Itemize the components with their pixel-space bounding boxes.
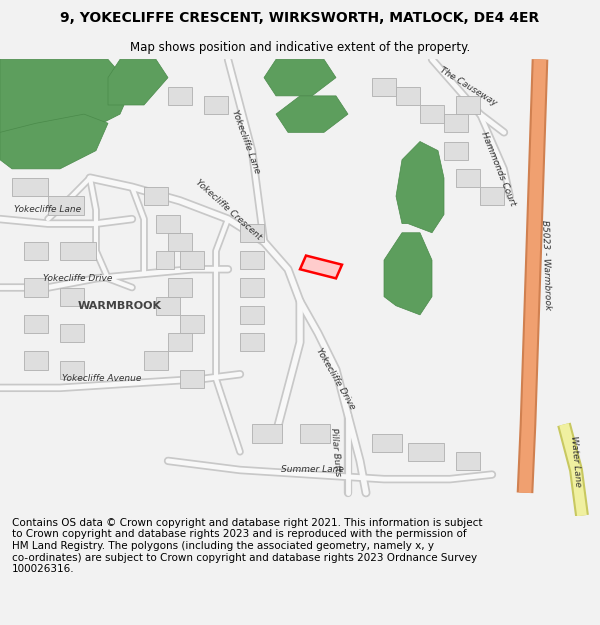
Polygon shape <box>168 333 192 351</box>
Polygon shape <box>48 196 84 214</box>
Text: Water Lane: Water Lane <box>569 435 583 487</box>
Polygon shape <box>300 256 342 278</box>
Polygon shape <box>180 315 204 333</box>
Polygon shape <box>204 96 228 114</box>
Polygon shape <box>60 361 84 379</box>
Text: The Causeway: The Causeway <box>438 66 498 108</box>
Polygon shape <box>108 59 168 105</box>
Polygon shape <box>372 434 402 452</box>
Polygon shape <box>24 242 48 260</box>
Polygon shape <box>384 232 432 315</box>
Polygon shape <box>396 141 444 232</box>
Polygon shape <box>168 87 192 105</box>
Text: Yokecliffe Avenue: Yokecliffe Avenue <box>62 374 142 383</box>
Polygon shape <box>144 187 168 206</box>
Polygon shape <box>156 214 180 232</box>
Text: Summer Lane: Summer Lane <box>281 466 343 474</box>
Text: Hammonds Court: Hammonds Court <box>479 131 517 208</box>
Polygon shape <box>180 369 204 388</box>
Polygon shape <box>372 78 396 96</box>
Polygon shape <box>156 297 180 315</box>
Polygon shape <box>144 351 168 369</box>
Text: Contains OS data © Crown copyright and database right 2021. This information is : Contains OS data © Crown copyright and d… <box>12 518 482 574</box>
Polygon shape <box>420 105 444 123</box>
Text: Yokecliffe Drive: Yokecliffe Drive <box>315 346 357 411</box>
Text: Yokecliffe Lane: Yokecliffe Lane <box>230 108 262 174</box>
Polygon shape <box>168 232 192 251</box>
Polygon shape <box>240 251 264 269</box>
Polygon shape <box>276 96 348 132</box>
Polygon shape <box>60 324 84 342</box>
Text: Map shows position and indicative extent of the property.: Map shows position and indicative extent… <box>130 41 470 54</box>
Polygon shape <box>240 278 264 297</box>
Polygon shape <box>480 187 504 206</box>
Polygon shape <box>0 59 132 141</box>
Polygon shape <box>264 59 336 96</box>
Polygon shape <box>24 278 48 297</box>
Polygon shape <box>156 251 174 269</box>
Text: 9, YOKECLIFFE CRESCENT, WIRKSWORTH, MATLOCK, DE4 4ER: 9, YOKECLIFFE CRESCENT, WIRKSWORTH, MATL… <box>61 11 539 25</box>
Polygon shape <box>396 87 420 105</box>
Polygon shape <box>0 114 108 169</box>
Text: Yokecliffe Drive: Yokecliffe Drive <box>43 274 113 283</box>
Polygon shape <box>456 169 480 187</box>
Polygon shape <box>60 288 84 306</box>
Polygon shape <box>60 242 96 260</box>
Polygon shape <box>444 114 468 132</box>
Polygon shape <box>240 333 264 351</box>
Polygon shape <box>24 351 48 369</box>
Polygon shape <box>300 424 330 442</box>
Text: Pillar Butts: Pillar Butts <box>329 427 343 476</box>
Text: Yokecliffe Crescent: Yokecliffe Crescent <box>193 178 263 242</box>
Polygon shape <box>456 96 480 114</box>
Text: WARMBROOK: WARMBROOK <box>78 301 162 311</box>
Polygon shape <box>240 224 264 242</box>
Polygon shape <box>24 315 48 333</box>
Polygon shape <box>444 141 468 160</box>
Polygon shape <box>240 306 264 324</box>
Polygon shape <box>252 424 282 442</box>
Polygon shape <box>456 452 480 470</box>
Text: B5023 - Warmbrook: B5023 - Warmbrook <box>540 219 552 310</box>
Polygon shape <box>180 251 204 269</box>
Polygon shape <box>168 278 192 297</box>
Text: Yokecliffe Lane: Yokecliffe Lane <box>14 206 82 214</box>
Polygon shape <box>12 178 48 196</box>
Polygon shape <box>408 442 444 461</box>
